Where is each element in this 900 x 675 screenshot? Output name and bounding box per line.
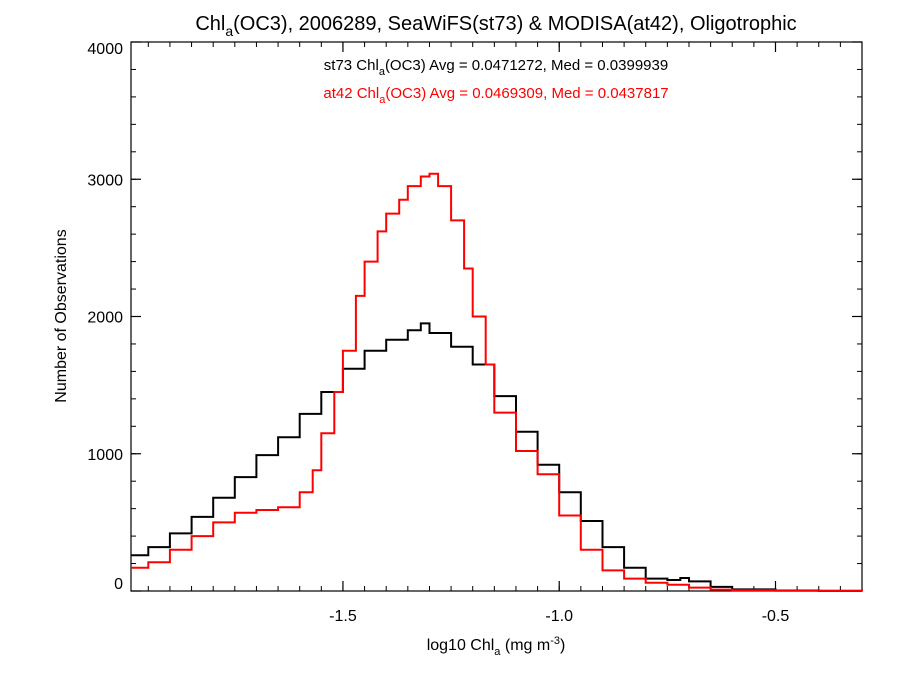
tick-labels: -1.5 -1.0 -0.5 0 1000 2000 3000 4000 (87, 41, 789, 625)
x-tick-label: -0.5 (762, 608, 790, 625)
y-tick-label: 0 (114, 576, 123, 593)
y-tick-label: 1000 (87, 447, 123, 464)
y-tick-label: 2000 (87, 310, 123, 327)
series-line-at42 (131, 172, 863, 592)
y-tick-label: 4000 (87, 41, 123, 58)
stats-st73: st73 Chla(OC3) Avg = 0.0471272, Med = 0.… (324, 57, 668, 78)
stats-at42: at42 Chla(OC3) Avg = 0.0469309, Med = 0.… (323, 85, 668, 106)
x-tick-label: -1.0 (545, 608, 573, 625)
y-tick-label: 3000 (87, 172, 123, 189)
x-axis-label: log10 Chla (mg m-3) (427, 635, 566, 658)
chart-title: Chla(OC3), 2006289, SeaWiFS(st73) & MODI… (195, 13, 796, 39)
y-axis-label: Number of Observations (53, 229, 70, 402)
x-tick-label: -1.5 (329, 608, 357, 625)
series-layer (131, 172, 863, 592)
series-line-st73 (131, 322, 863, 592)
